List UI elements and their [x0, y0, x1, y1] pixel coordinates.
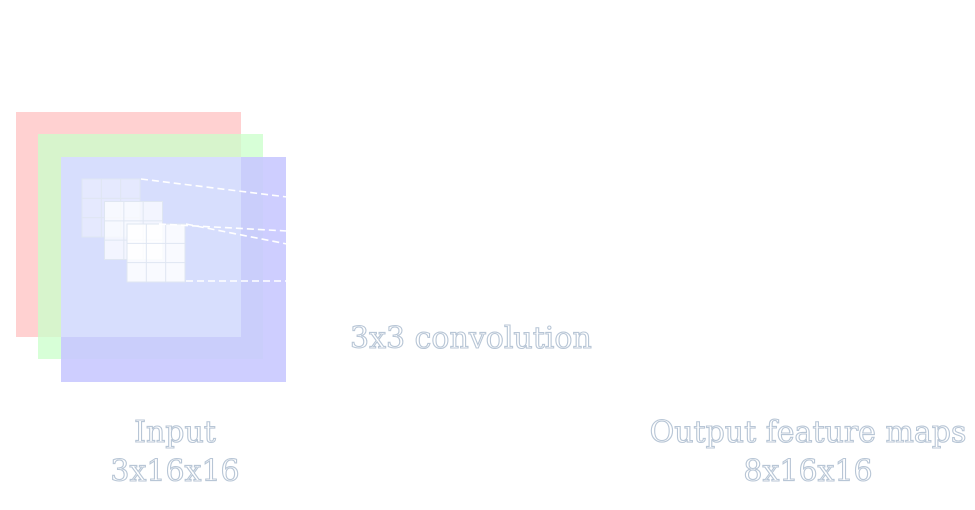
input-title: Input	[134, 414, 217, 450]
kernel-connectors	[140, 178, 288, 282]
kernel-connector-line	[140, 178, 288, 198]
input-dimensions: 3x16x16	[110, 453, 240, 489]
kernel-3	[126, 223, 186, 283]
output-dimensions: 8x16x16	[743, 453, 873, 489]
kernel-connector-line	[185, 223, 288, 245]
output-title: Output feature maps	[649, 414, 967, 450]
kernel-cell-block	[126, 223, 186, 283]
convolution-label: 3x3 convolution	[349, 320, 592, 356]
kernel-stack	[81, 178, 186, 283]
